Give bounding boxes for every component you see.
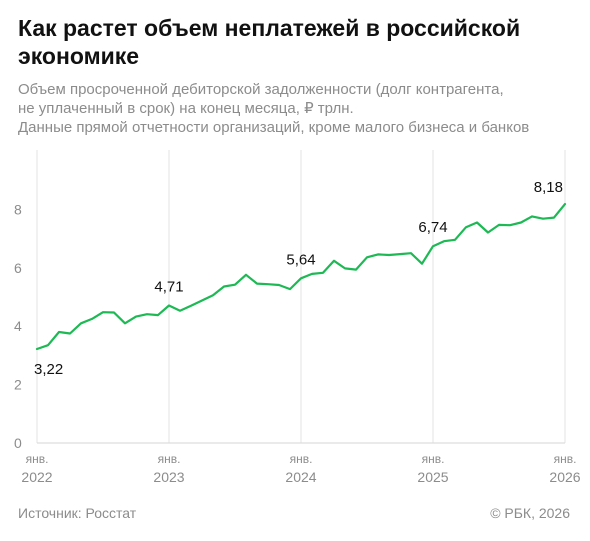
series-line — [35, 203, 567, 351]
x-tick-month: янв. — [158, 452, 181, 466]
chart-subtitle: Объем просроченной дебиторской задолженн… — [18, 80, 584, 137]
subtitle-line: не уплаченный в срок) на конец месяца, ₽… — [18, 100, 354, 117]
y-tick-label: 0 — [14, 435, 22, 451]
x-tick-month: янв. — [26, 452, 49, 466]
x-tick-month: янв. — [422, 452, 445, 466]
y-tick-label: 6 — [14, 260, 22, 276]
x-tick-year: 2022 — [21, 469, 52, 485]
x-tick-month: янв. — [290, 452, 313, 466]
source-note: Источник: Росстат — [18, 505, 137, 521]
chart-title: Как растет объем неплатежей в российской… — [18, 15, 521, 69]
x-tick-month: янв. — [554, 452, 577, 466]
y-tick-label: 8 — [14, 201, 22, 217]
x-tick-year: 2023 — [153, 469, 184, 485]
data-label: 3,22 — [34, 361, 63, 378]
x-tick-year: 2025 — [417, 469, 448, 485]
subtitle-line: Данные прямой отчетности организаций, кр… — [18, 119, 530, 136]
data-label: 8,18 — [534, 179, 563, 196]
y-tick-label: 4 — [14, 318, 22, 334]
copyright-note: © РБК, 2026 — [490, 505, 570, 521]
data-label: 5,64 — [286, 251, 315, 268]
x-tick-year: 2026 — [549, 469, 580, 485]
data-label: 4,71 — [154, 278, 183, 295]
subtitle-line: Объем просроченной дебиторской задолженн… — [18, 81, 504, 98]
y-tick-label: 2 — [14, 377, 22, 393]
data-label: 6,74 — [418, 219, 447, 236]
line-chart: 0 2 4 6 8 янв. 2022 янв. 2023 янв. 2024 янв. 2025 янв… — [14, 150, 581, 485]
x-tick-year: 2024 — [285, 469, 316, 485]
